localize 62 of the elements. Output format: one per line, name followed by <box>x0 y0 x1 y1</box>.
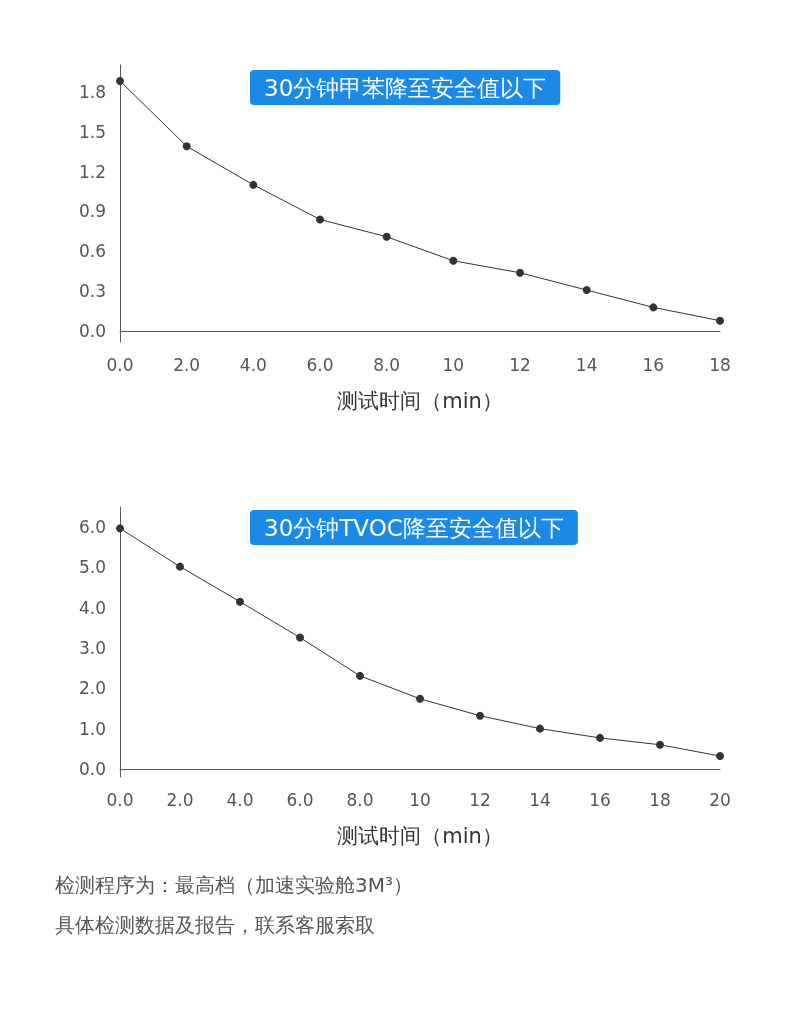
x-tick-label: 2.0 <box>166 789 194 810</box>
point <box>296 633 304 642</box>
x-axis-title: 测试时间（min） <box>337 823 503 848</box>
point <box>176 562 184 571</box>
chart-title: 30分钟甲苯降至安全值以下 <box>264 74 547 101</box>
point <box>382 232 391 241</box>
point <box>582 286 591 295</box>
x-tick-label: 6.0 <box>306 354 334 375</box>
y-tick-label: 2.0 <box>78 678 106 699</box>
point <box>356 671 364 680</box>
x-tick-label: 18 <box>649 789 671 810</box>
x-tick-label: 4.0 <box>239 354 267 375</box>
x-tick-label: 2.0 <box>173 354 201 375</box>
x-tick-label: 6.0 <box>286 789 314 810</box>
x-tick-label: 20 <box>709 789 731 810</box>
point <box>116 524 124 533</box>
x-tick-label: 8.0 <box>346 789 374 810</box>
point <box>249 180 258 189</box>
x-axis-title: 测试时间（min） <box>337 388 503 413</box>
y-tick-label: 0.0 <box>78 758 106 779</box>
point <box>716 316 724 325</box>
y-tick-label: 1.8 <box>78 81 106 102</box>
y-tick-label: 5.0 <box>78 557 106 578</box>
y-tick-label: 0.3 <box>78 281 106 302</box>
x-tick-label: 0.0 <box>106 789 134 810</box>
point <box>236 597 244 606</box>
x-tick-label: 10 <box>409 789 431 810</box>
x-tick-label: 12 <box>469 789 491 810</box>
y-tick-label: 1.5 <box>78 121 106 142</box>
y-tick-label: 0.0 <box>78 321 106 342</box>
x-tick-label: 4.0 <box>226 789 254 810</box>
x-tick-label: 8.0 <box>373 354 401 375</box>
x-tick-label: 12 <box>509 354 531 375</box>
point <box>116 76 124 85</box>
chart-title: 30分钟TVOC降至安全值以下 <box>264 514 564 541</box>
x-tick-label: 16 <box>589 789 611 810</box>
point <box>716 752 724 761</box>
y-tick-label: 1.0 <box>78 718 106 739</box>
x-tick-label: 0.0 <box>106 354 134 375</box>
x-tick-label: 14 <box>575 354 598 375</box>
point <box>596 733 604 742</box>
point <box>476 711 484 720</box>
y-tick-label: 0.6 <box>78 241 106 262</box>
text: 检测程序为：最高档（加速实验舱3M³） <box>55 873 413 897</box>
point <box>416 694 424 703</box>
y-tick-label: 6.0 <box>78 517 106 538</box>
y-tick-label: 4.0 <box>78 597 106 618</box>
y-tick-label: 0.9 <box>78 201 106 222</box>
x-tick-label: 10 <box>442 354 465 375</box>
point <box>649 303 658 312</box>
point <box>449 256 458 265</box>
y-tick-label: 1.2 <box>78 161 106 182</box>
x-tick-label: 18 <box>709 354 731 375</box>
x-tick-label: 14 <box>529 789 551 810</box>
y-tick-label: 3.0 <box>78 638 106 659</box>
point <box>182 142 191 151</box>
point <box>516 268 524 277</box>
text: 具体检测数据及报告，联系客服索取 <box>55 913 375 937</box>
point <box>316 215 324 224</box>
point <box>656 740 664 749</box>
x-tick-label: 16 <box>642 354 665 375</box>
point <box>536 724 544 733</box>
